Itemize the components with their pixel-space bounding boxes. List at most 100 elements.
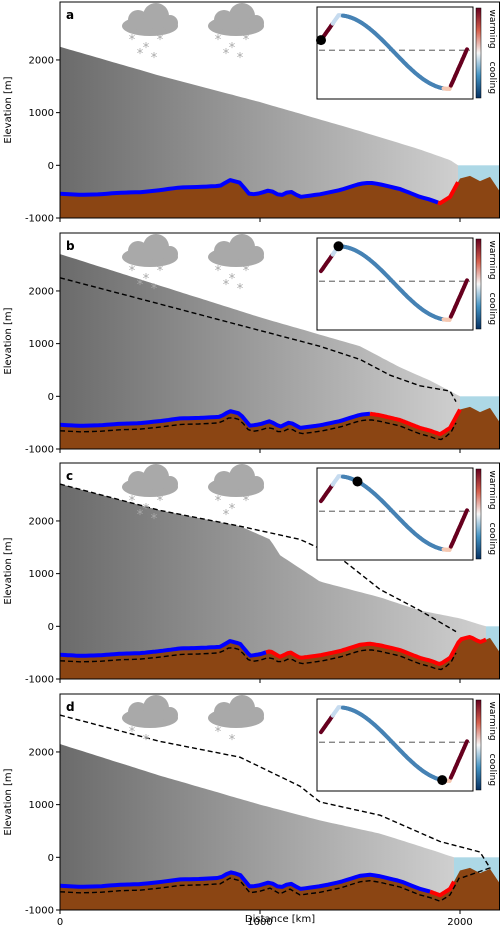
panel-letter: d (66, 700, 75, 714)
inset-marker (316, 35, 326, 46)
y-tick-label: -1000 (25, 214, 54, 225)
cloud-icon: **** * (208, 234, 264, 297)
snowflake-icon: * (223, 47, 230, 62)
snowflake-icon: * (223, 278, 230, 293)
y-tick-label: 2000 (29, 55, 54, 66)
warm-bed-line (369, 408, 462, 437)
cold-bed-line (60, 870, 431, 894)
snowflake-icon: * (243, 494, 250, 509)
snowflake-icon: * (237, 282, 244, 297)
y-tick-label: 2000 (29, 286, 54, 297)
snowflake-icon: * (143, 502, 150, 517)
snowflake-icon: * (215, 264, 222, 279)
previous-bed-dashed (60, 876, 461, 902)
y-axis-label: Elevation [m] (3, 537, 14, 604)
ice-sheet (60, 744, 454, 895)
snowflake-icon: * (143, 41, 150, 56)
cloud-icon: ** (122, 695, 178, 748)
inset-cycle: warming cooling (316, 237, 497, 331)
snowflake-icon: * (243, 264, 250, 279)
y-tick-label: 0 (48, 622, 54, 633)
snowflake-icon: * (129, 264, 136, 279)
y-axis-label: Elevation [m] (3, 76, 14, 143)
warming-label: warming (487, 241, 497, 280)
colorbar (475, 7, 482, 99)
snowflake-icon: * (229, 502, 236, 517)
cooling-label: cooling (487, 62, 497, 94)
snowflake-icon: * (215, 725, 222, 740)
cooling-label: cooling (487, 293, 497, 325)
snowflake-icon: * (137, 47, 144, 62)
snowflake-icon: * (157, 494, 164, 509)
inset-marker (437, 775, 448, 786)
inset-cycle: warming cooling (316, 6, 497, 100)
inset-cycle: warming cooling (316, 698, 497, 792)
inset-cycle: warming cooling (316, 467, 497, 561)
inset-marker (352, 476, 363, 487)
y-axis-label: Elevation [m] (3, 768, 14, 835)
snowflake-icon: * (151, 282, 158, 297)
snowflake-icon: * (237, 51, 244, 66)
y-tick-label: -1000 (25, 906, 54, 917)
snowflake-icon: * (151, 51, 158, 66)
cloud-icon: **** * (122, 234, 178, 297)
inset-marker (333, 241, 344, 252)
y-tick-label: 0 (48, 161, 54, 172)
x-tick-label: 0 (57, 917, 63, 927)
x-tick-label: 2000 (447, 917, 472, 927)
warming-label: warming (487, 10, 497, 49)
cold-bed-line (60, 178, 439, 205)
cloud-icon: **** * (208, 3, 264, 66)
snowflake-icon: * (129, 725, 136, 740)
snowflake-icon: * (229, 733, 236, 748)
colorbar (475, 468, 482, 560)
previous-surface-dashed (60, 277, 457, 402)
cold-bed-line (60, 409, 371, 430)
warming-label: warming (487, 702, 497, 741)
y-tick-label: 0 (48, 853, 54, 864)
cloud-icon: **** (208, 464, 264, 523)
cooling-label: cooling (487, 523, 497, 555)
warm-bed-line (265, 635, 487, 666)
snowflake-icon: * (137, 508, 144, 523)
ice-sheet (60, 46, 458, 203)
snowflake-icon: * (129, 494, 136, 509)
y-tick-label: 1000 (29, 339, 54, 350)
snowflake-icon: * (137, 278, 144, 293)
x-tick-label: 1000 (247, 917, 272, 927)
snowflake-icon: * (229, 41, 236, 56)
snowflake-icon: * (143, 272, 150, 287)
colorbar (475, 238, 482, 330)
bedrock (60, 175, 500, 218)
snowflake-icon: * (157, 264, 164, 279)
cold-bed-line (60, 639, 267, 658)
colorbar (475, 699, 482, 791)
snowflake-icon: * (215, 33, 222, 48)
y-tick-label: 2000 (29, 747, 54, 758)
cloud-icon: **** * (122, 464, 178, 527)
snowflake-icon: * (151, 512, 158, 527)
snowflake-icon: * (223, 508, 230, 523)
cloud-icon: ** (208, 695, 264, 748)
snowflake-icon: * (143, 733, 150, 748)
y-axis-label: Elevation [m] (3, 307, 14, 374)
panel-letter: b (66, 239, 75, 253)
panel-letter: a (66, 8, 74, 22)
y-tick-label: 1000 (29, 108, 54, 119)
warm-bed-line (428, 880, 456, 898)
snowflake-icon: * (229, 272, 236, 287)
ice-sheet (60, 484, 486, 665)
bedrock (60, 867, 500, 910)
cloud-icon: **** * (122, 3, 178, 66)
snowflake-icon: * (215, 494, 222, 509)
y-tick-label: 0 (48, 392, 54, 403)
warm-bed-line (436, 180, 460, 206)
cooling-label: cooling (487, 754, 497, 786)
warming-label: warming (487, 471, 497, 510)
